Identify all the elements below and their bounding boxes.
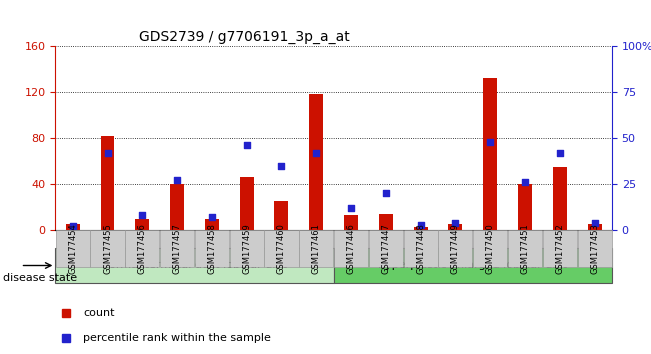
Bar — [160, 230, 194, 267]
Bar — [334, 230, 368, 267]
Text: disease state: disease state — [3, 273, 77, 283]
Text: GDS2739 / g7706191_3p_a_at: GDS2739 / g7706191_3p_a_at — [139, 30, 350, 44]
Point — [172, 178, 182, 183]
Bar — [100, 136, 115, 230]
Point — [311, 150, 322, 156]
Point — [137, 212, 148, 218]
Bar — [588, 224, 602, 230]
Bar — [379, 214, 393, 230]
Bar — [205, 218, 219, 230]
Point — [589, 220, 600, 225]
Bar — [66, 224, 79, 230]
Point — [555, 150, 565, 156]
Bar — [553, 167, 567, 230]
Text: GSM177457: GSM177457 — [173, 223, 182, 274]
Bar — [264, 230, 299, 267]
Bar — [275, 201, 288, 230]
Text: GSM177451: GSM177451 — [520, 223, 529, 274]
Bar — [170, 184, 184, 230]
Bar — [125, 230, 159, 267]
Bar — [449, 224, 462, 230]
Point — [68, 224, 78, 229]
Text: percentile rank within the sample: percentile rank within the sample — [83, 333, 271, 343]
Bar — [404, 230, 437, 267]
Bar — [508, 230, 542, 267]
Text: GSM177450: GSM177450 — [486, 223, 495, 274]
Point — [485, 139, 495, 144]
Point — [415, 222, 426, 227]
Text: GSM177447: GSM177447 — [381, 223, 391, 274]
Text: GSM177459: GSM177459 — [242, 223, 251, 274]
Point — [519, 179, 530, 185]
Text: normal terminal duct lobular unit: normal terminal duct lobular unit — [102, 261, 287, 270]
Bar — [344, 215, 358, 230]
Point — [242, 143, 252, 148]
Point — [346, 205, 356, 211]
Bar — [195, 230, 229, 267]
Text: GSM177458: GSM177458 — [208, 223, 216, 274]
Point — [381, 190, 391, 196]
Bar — [518, 184, 532, 230]
Bar — [438, 230, 473, 267]
Bar — [577, 230, 611, 267]
Bar — [230, 230, 264, 267]
Text: GSM177453: GSM177453 — [590, 223, 599, 274]
Point — [276, 163, 286, 169]
Bar — [135, 218, 149, 230]
Bar — [543, 230, 577, 267]
Bar — [309, 94, 323, 230]
Text: GSM177461: GSM177461 — [312, 223, 321, 274]
Bar — [368, 230, 403, 267]
Text: GSM177449: GSM177449 — [451, 223, 460, 274]
Text: GSM177455: GSM177455 — [103, 223, 112, 274]
Bar — [90, 230, 124, 267]
Point — [102, 150, 113, 156]
Text: GSM177446: GSM177446 — [346, 223, 355, 274]
Text: GSM177448: GSM177448 — [416, 223, 425, 274]
Bar — [483, 78, 497, 230]
Bar — [413, 227, 428, 230]
Point — [450, 220, 461, 225]
Bar — [333, 248, 612, 283]
Text: GSM177452: GSM177452 — [555, 223, 564, 274]
Text: GSM177460: GSM177460 — [277, 223, 286, 274]
Text: count: count — [83, 308, 115, 318]
Bar — [240, 177, 254, 230]
Point — [206, 215, 217, 220]
Bar — [473, 230, 507, 267]
Text: GSM177456: GSM177456 — [138, 223, 147, 274]
Text: hyperplastic enlarged lobular unit: hyperplastic enlarged lobular unit — [378, 261, 567, 270]
Bar — [299, 230, 333, 267]
Text: GSM177454: GSM177454 — [68, 223, 77, 274]
Bar — [56, 230, 90, 267]
Bar — [55, 248, 333, 283]
